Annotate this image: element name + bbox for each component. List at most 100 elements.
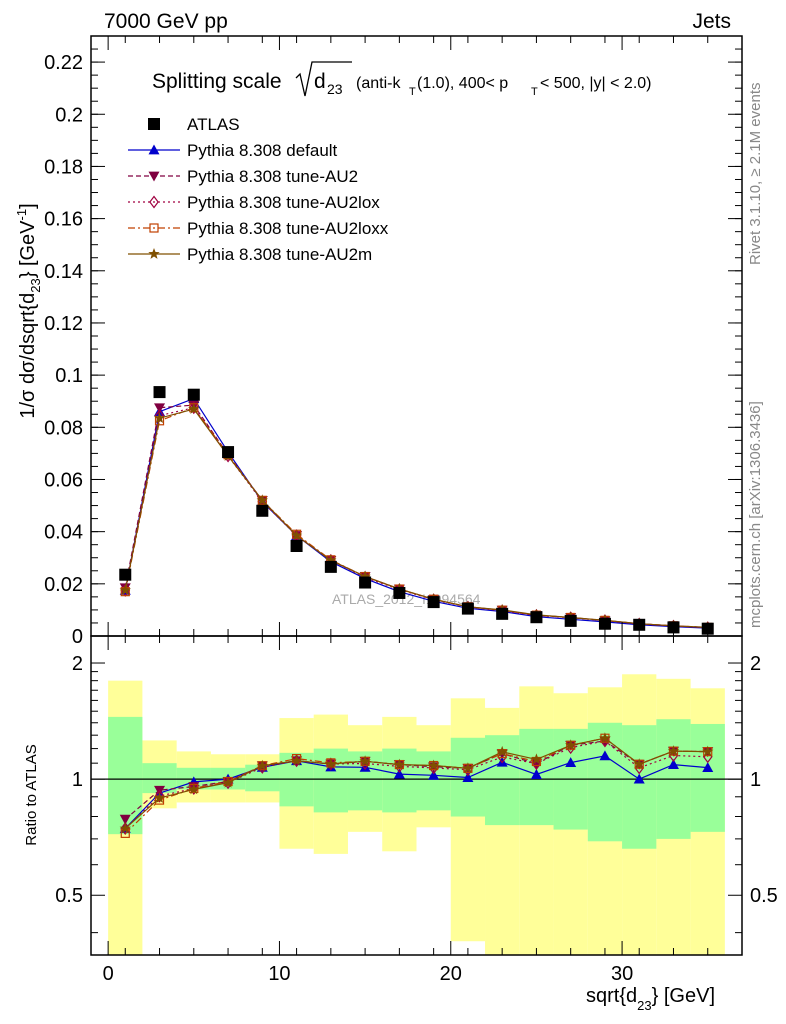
title-suffix: (anti-k [356,75,401,92]
ratio-y-tick-label: 0.5 [55,885,83,907]
series-point-pythia-8-308-tune-au2m [119,584,131,596]
axes-layer: 0 0.02 0.04 0.06 0.08 0.1 0.12 0.14 0.16 0.18 0.2 0… [44,35,778,985]
ratio-point-pythia-8-308-tune-au2m [325,758,337,769]
y-tick-label: 0.04 [44,522,83,544]
ratio-point-pythia-8-308-tune-au2m [462,762,474,774]
ratio-frame [90,635,743,956]
title-t-sub: T [409,86,416,98]
ratio-band-inner [622,725,657,849]
y-axis-label-main: 1/σ dσ/dsqrt{d23} [GeV-1] [14,203,43,418]
atlas-data-point [633,618,646,631]
chart-title: Splitting scale d 23 (anti-k T (1.0), 40… [152,61,652,98]
atlas-data-point [461,602,474,615]
y-tick-label: 0.16 [44,209,83,231]
legend-label-pythia-8-308-tune-au2m: Pythia 8.308 tune-AU2m [187,245,372,264]
ratio-point-pythia-8-308-tune-au2m [667,745,680,756]
series-point-pythia-8-308-tune-au2m [290,529,303,541]
atlas-data-point [324,560,337,573]
x-tick-label: 30 [611,963,633,985]
ratio-point-pythia-8-308-tune-au2m [393,758,406,770]
ratio-point-pythia-8-308-tune-au2 [119,814,131,825]
atlas-data-point [701,622,714,635]
legend-marker-atlas [148,118,160,130]
header-left: 7000 GeV pp [104,10,228,33]
ratio-point-pythia-8-308-tune-au2m [188,783,200,795]
legend-marker-pythia-8-308-default [148,144,160,155]
ratio-y-tick-label: 2 [72,653,83,675]
mcplots-text: mcplots.cern.ch [arXiv:1306.3436] [747,401,764,628]
y-tick-label: 0.06 [44,469,83,491]
series-point-pythia-8-308-tune-au2m [188,403,200,414]
ratio-point-pythia-8-308-tune-au2m [530,753,543,765]
atlas-data-point [256,504,269,517]
legend-marker-pythia-8-308-tune-au2loxx [149,223,159,233]
ratio-point-pythia-8-308-tune-au2lox [188,781,199,795]
series-point-pythia-8-308-tune-au2 [154,403,166,414]
title-prefix: Splitting scale [152,70,282,93]
ratio-band-inner [382,748,417,813]
x-axis-label-text: sqrt{d23} [GeV] [586,985,715,1013]
title-rest: (1.0), 400< p [417,75,508,92]
x-axis-label: sqrt{d23} [GeV] [586,985,715,1013]
x-tick-label: 10 [268,963,290,985]
y-tick-label: 0.18 [44,156,83,178]
rivet-version-text: Rivet 3.1.10, ≥ 2.1M events [747,83,764,266]
y-tick-label: 0.22 [44,52,83,74]
ratio-point-pythia-8-308-default [462,772,474,782]
series-layer [119,386,714,838]
y-tick-label: 0.1 [55,365,83,387]
y-tick-label: 0 [72,626,83,648]
y-axis-label-text: 1/σ dσ/dsqrt{d23} [GeV-1] [14,203,43,418]
series-point-pythia-8-308-tune-au2m [153,412,166,423]
atlas-data-point [530,611,543,624]
atlas-data-point [359,576,372,589]
series-point-pythia-8-308-tune-au2m [256,494,268,506]
ratio-point-pythia-8-308-default [428,769,440,780]
atlas-data-point [564,614,577,627]
ratio-point-pythia-8-308-default [633,773,645,784]
ratio-line-pythia-8-308-default [124,755,708,829]
ratio-point-pythia-8-308-default [667,759,679,769]
ratio-point-pythia-8-308-tune-au2m [290,754,303,766]
ratio-panel [91,674,742,955]
x-tick-label: 0 [103,963,114,985]
ratio-band-outer [450,698,486,942]
ratio-point-pythia-8-308-default [530,769,542,779]
y-tick-label: 0.2 [55,104,83,126]
ratio-point-pythia-8-308-tune-au2m [633,758,645,770]
title-d-sub: 23 [327,81,343,97]
ratio-y-tick-label-right: 1 [750,769,761,791]
ratio-y-tick-label: 1 [72,769,83,791]
x-tick-label: 20 [440,963,462,985]
y-tick-label: 0.08 [44,417,83,439]
ratio-point-pythia-8-308-tune-au2m [565,739,577,751]
ratio-point-pythia-8-308-default [599,750,611,761]
atlas-data-point [427,596,440,609]
legend-label-pythia-8-308-default: Pythia 8.308 default [187,141,338,160]
ratio-point-pythia-8-308-tune-au2lox [634,761,645,775]
legend-label-pythia-8-308-tune-au2loxx: Pythia 8.308 tune-AU2loxx [187,219,389,238]
title-end: < 500, |y| < 2.0) [540,75,652,92]
ratio-point-pythia-8-308-tune-au2m [496,745,508,757]
series-line-pythia-8-308-tune-au2m [124,408,708,628]
atlas-data-point [119,568,132,581]
y-tick-label: 0.12 [44,313,83,335]
legend-marker-pythia-8-308-tune-au2lox [149,195,159,209]
ratio-point-pythia-8-308-tune-au2m [119,822,131,834]
ratio-y-tick-label-right: 0.5 [750,885,778,907]
ratio-point-pythia-8-308-tune-au2lox [154,789,165,803]
legend-label-pythia-8-308-tune-au2lox: Pythia 8.308 tune-AU2lox [187,193,380,212]
series-point-pythia-8-308-tune-au2m [359,570,371,582]
atlas-data-point [290,540,303,552]
y-tick-label: 0.14 [44,261,83,283]
ratio-point-pythia-8-308-tune-au2m [256,759,268,771]
series-point-pythia-8-308-tune-au2m [325,554,337,566]
ratio-line-pythia-8-308-tune-au2m [124,737,708,829]
ratio-band-inner [690,723,725,832]
atlas-data-point [222,446,235,459]
legend-marker-pythia-8-308-tune-au2 [148,171,160,182]
y-axis-label-ratio: Ratio to ATLAS [23,744,40,845]
ratio-point-pythia-8-308-tune-au2m [427,759,440,771]
ratio-point-pythia-8-308-default [565,757,577,768]
